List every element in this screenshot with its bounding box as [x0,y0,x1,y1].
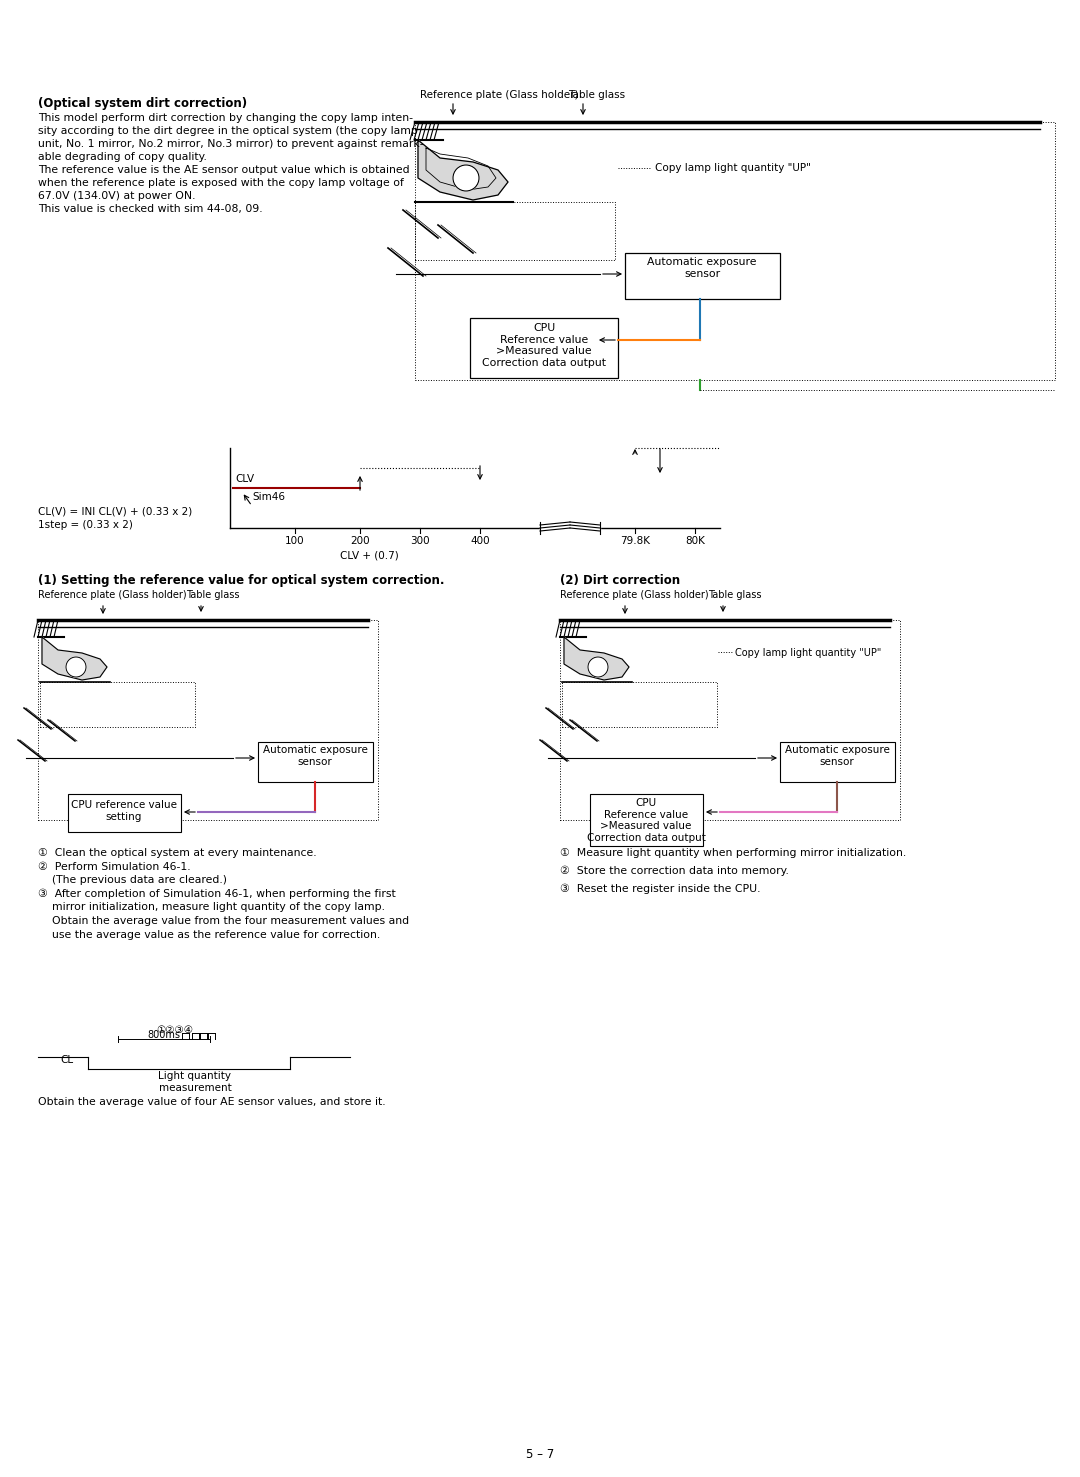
Text: Sim46: Sim46 [252,492,285,502]
Polygon shape [42,637,107,679]
Text: unit, No. 1 mirror, No.2 mirror, No.3 mirror) to prevent against remark-: unit, No. 1 mirror, No.2 mirror, No.3 mi… [38,139,423,149]
Text: Automatic exposure
sensor: Automatic exposure sensor [784,744,890,767]
Text: Light quantity
measurement: Light quantity measurement [159,1071,231,1093]
Text: Copy lamp light quantity "UP": Copy lamp light quantity "UP" [735,648,881,657]
Text: CPU
Reference value
>Measured value
Correction data output: CPU Reference value >Measured value Corr… [482,323,606,368]
Polygon shape [564,637,629,679]
Bar [780,741,895,781]
Text: 800ms: 800ms [148,1029,180,1040]
Text: 300: 300 [410,536,430,546]
Text: 400: 400 [470,536,490,546]
Text: ③  After completion of Simulation 46-1, when performing the first: ③ After completion of Simulation 46-1, w… [38,889,395,899]
Bar [540,521,600,535]
Circle shape [588,657,608,676]
Text: Reference plate (Glass holder): Reference plate (Glass holder) [38,589,187,600]
Text: CPU reference value
setting: CPU reference value setting [71,801,177,821]
Bar [625,253,780,298]
Text: Automatic exposure
sensor: Automatic exposure sensor [262,744,367,767]
Text: ①  Clean the optical system at every maintenance.: ① Clean the optical system at every main… [38,848,316,858]
Text: use the average value as the reference value for correction.: use the average value as the reference v… [38,931,380,939]
Bar [470,318,618,378]
Text: 79.8K: 79.8K [620,536,650,546]
Bar [562,682,717,727]
Text: Copy lamp light quantity "UP": Copy lamp light quantity "UP" [654,162,811,173]
Text: This value is checked with sim 44-08, 09.: This value is checked with sim 44-08, 09… [38,204,262,214]
Text: 80K: 80K [685,536,705,546]
Text: Table glass: Table glass [708,589,761,600]
Polygon shape [418,140,508,199]
Bar [590,795,703,846]
Text: 200: 200 [350,536,369,546]
Bar [68,795,181,832]
Text: Automatic exposure
sensor: Automatic exposure sensor [647,257,757,279]
Text: 1step = (0.33 x 2): 1step = (0.33 x 2) [38,520,133,530]
Text: Reference plate (Glass holder): Reference plate (Glass holder) [561,589,708,600]
Text: Obtain the average value of four AE sensor values, and store it.: Obtain the average value of four AE sens… [38,1097,386,1106]
Text: (Optical system dirt correction): (Optical system dirt correction) [38,97,247,109]
Text: Table glass: Table glass [568,90,625,100]
Text: ②  Store the correction data into memory.: ② Store the correction data into memory. [561,866,788,876]
Text: CPU
Reference value
>Measured value
Correction data output: CPU Reference value >Measured value Corr… [586,798,705,843]
Bar [561,620,900,820]
Text: 67.0V (134.0V) at power ON.: 67.0V (134.0V) at power ON. [38,191,195,201]
Text: CLV + (0.7): CLV + (0.7) [340,549,399,560]
Text: Obtain the average value from the four measurement values and: Obtain the average value from the four m… [38,916,409,926]
Text: 5 – 7: 5 – 7 [526,1447,554,1461]
Text: ③  Reset the register inside the CPU.: ③ Reset the register inside the CPU. [561,885,760,895]
Bar [258,741,373,781]
Circle shape [453,165,480,191]
Text: 100: 100 [285,536,305,546]
Text: Table glass: Table glass [186,589,240,600]
Text: Reference plate (Glass holder): Reference plate (Glass holder) [420,90,579,100]
Text: This model perform dirt correction by changing the copy lamp inten-: This model perform dirt correction by ch… [38,114,413,123]
Text: ②  Perform Simulation 46-1.: ② Perform Simulation 46-1. [38,863,191,871]
Text: (2) Dirt correction: (2) Dirt correction [561,575,680,586]
Text: ①②③④: ①②③④ [157,1025,193,1035]
Text: The reference value is the AE sensor output value which is obtained: The reference value is the AE sensor out… [38,165,409,174]
Text: ①  Measure light quantity when performing mirror initialization.: ① Measure light quantity when performing… [561,848,906,858]
Text: when the reference plate is exposed with the copy lamp voltage of: when the reference plate is exposed with… [38,179,404,188]
Text: (1) Setting the reference value for optical system correction.: (1) Setting the reference value for opti… [38,575,445,586]
Bar [415,202,615,260]
Text: mirror initialization, measure light quantity of the copy lamp.: mirror initialization, measure light qua… [38,902,384,911]
Text: CL: CL [60,1055,73,1065]
Bar [415,123,1055,380]
Text: CL(V) = INI CL(V) + (0.33 x 2): CL(V) = INI CL(V) + (0.33 x 2) [38,507,192,515]
Bar [40,682,195,727]
Text: CLV: CLV [235,474,254,484]
Bar [38,620,378,820]
Text: sity according to the dirt degree in the optical system (the copy lamp: sity according to the dirt degree in the… [38,126,418,136]
Text: (The previous data are cleared.): (The previous data are cleared.) [38,874,227,885]
Circle shape [66,657,86,676]
Text: able degrading of copy quality.: able degrading of copy quality. [38,152,207,162]
